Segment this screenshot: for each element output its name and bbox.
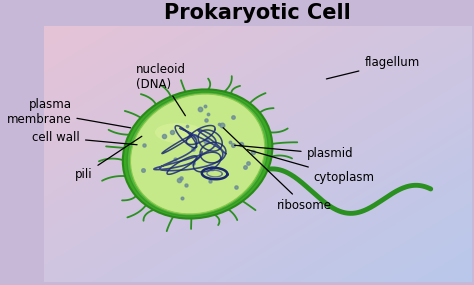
Text: plasma
membrane: plasma membrane	[7, 98, 131, 128]
Text: flagellum: flagellum	[327, 56, 419, 79]
Ellipse shape	[130, 94, 264, 214]
Text: nucleoid
(DNA): nucleoid (DNA)	[136, 63, 186, 116]
Text: ribosome: ribosome	[223, 128, 332, 212]
Text: pili: pili	[75, 136, 142, 181]
Title: Prokaryotic Cell: Prokaryotic Cell	[164, 3, 351, 23]
Text: cytoplasm: cytoplasm	[247, 150, 374, 184]
Ellipse shape	[155, 123, 206, 144]
Text: plasmid: plasmid	[235, 145, 353, 160]
Text: cell wall: cell wall	[32, 131, 137, 145]
Ellipse shape	[123, 89, 273, 219]
Ellipse shape	[127, 92, 268, 216]
